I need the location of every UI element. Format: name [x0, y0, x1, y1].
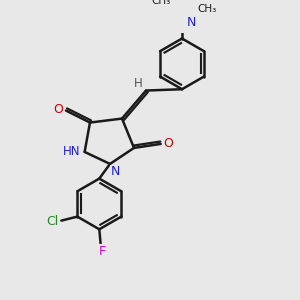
Text: Cl: Cl	[46, 215, 58, 229]
Text: N: N	[187, 16, 196, 29]
Text: H: H	[134, 76, 143, 90]
Text: CH₃: CH₃	[152, 0, 171, 6]
Text: O: O	[163, 137, 173, 150]
Text: F: F	[98, 245, 106, 258]
Text: N: N	[110, 165, 120, 178]
Text: HN: HN	[63, 145, 81, 158]
Text: O: O	[53, 103, 63, 116]
Text: CH₃: CH₃	[197, 4, 217, 14]
